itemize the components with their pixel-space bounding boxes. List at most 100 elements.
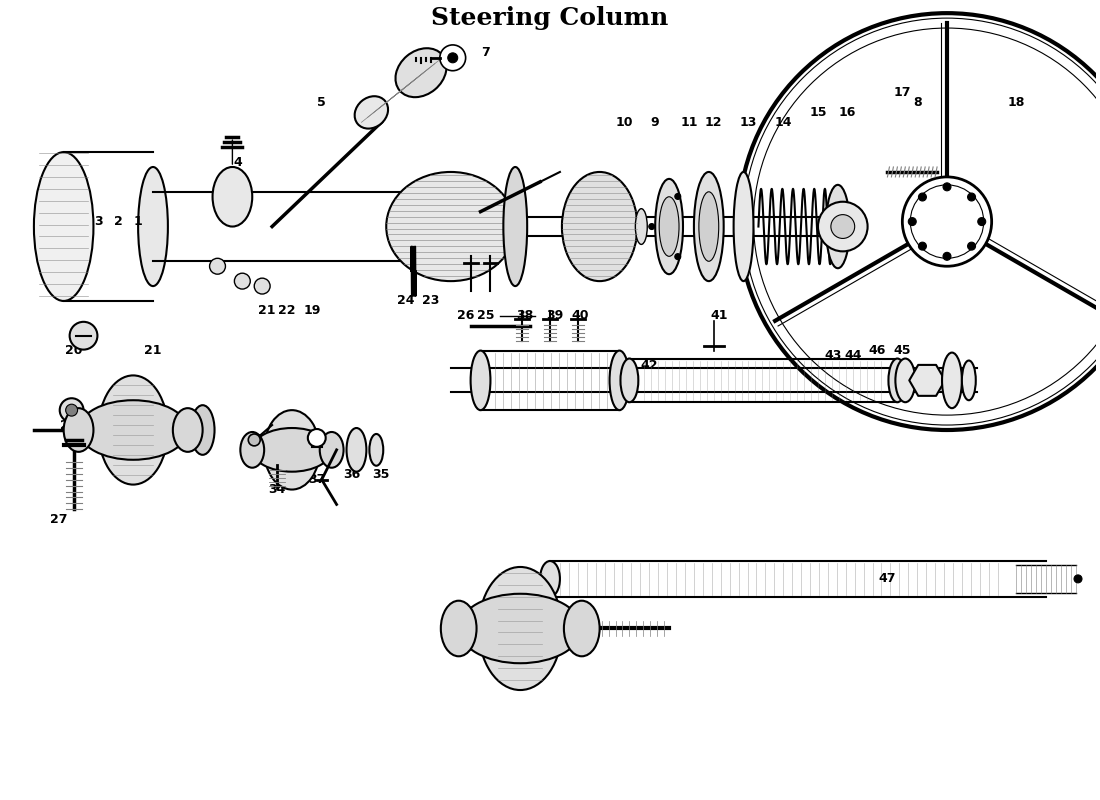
Ellipse shape [370, 434, 383, 466]
Ellipse shape [540, 561, 560, 597]
Ellipse shape [264, 410, 320, 490]
Text: 44: 44 [844, 349, 861, 362]
Text: 14: 14 [774, 116, 792, 129]
Circle shape [440, 45, 465, 70]
Ellipse shape [478, 567, 562, 690]
Ellipse shape [34, 152, 94, 301]
Text: 28: 28 [60, 418, 77, 431]
Text: 42: 42 [640, 359, 658, 372]
Text: 37: 37 [308, 473, 326, 486]
Ellipse shape [609, 350, 629, 410]
Ellipse shape [252, 428, 332, 472]
Text: 6: 6 [451, 46, 460, 59]
Ellipse shape [942, 353, 961, 408]
Text: 36: 36 [343, 468, 360, 481]
Circle shape [943, 183, 951, 191]
Text: 13: 13 [740, 116, 757, 129]
Text: 30: 30 [492, 642, 509, 655]
Text: 20: 20 [65, 344, 82, 357]
Circle shape [66, 404, 78, 416]
Ellipse shape [895, 358, 915, 402]
Circle shape [59, 398, 84, 422]
Text: 26: 26 [456, 310, 474, 322]
Circle shape [649, 223, 654, 230]
Text: 33: 33 [304, 434, 320, 446]
Ellipse shape [656, 179, 683, 274]
Circle shape [909, 218, 916, 226]
Circle shape [738, 13, 1100, 430]
Ellipse shape [659, 197, 679, 256]
Text: 39: 39 [547, 310, 563, 322]
Text: 21: 21 [144, 344, 162, 357]
Ellipse shape [139, 167, 168, 286]
Text: 10: 10 [616, 116, 634, 129]
Ellipse shape [734, 172, 754, 281]
Text: 32: 32 [278, 434, 296, 446]
Circle shape [674, 194, 681, 199]
Text: 5: 5 [318, 96, 326, 109]
Circle shape [1074, 575, 1082, 583]
Circle shape [911, 185, 983, 258]
Text: 23: 23 [422, 294, 440, 307]
Circle shape [918, 193, 926, 201]
Ellipse shape [620, 358, 638, 402]
Ellipse shape [173, 408, 202, 452]
Text: 38: 38 [517, 310, 534, 322]
Ellipse shape [78, 400, 188, 460]
Ellipse shape [961, 361, 976, 400]
Text: 45: 45 [893, 344, 911, 357]
Ellipse shape [694, 172, 724, 281]
Text: 29: 29 [90, 418, 107, 431]
Ellipse shape [254, 278, 271, 294]
Ellipse shape [234, 273, 251, 289]
Ellipse shape [698, 192, 718, 262]
Text: 21: 21 [258, 305, 276, 318]
Text: 7: 7 [481, 46, 490, 59]
Ellipse shape [441, 601, 476, 656]
Text: 4: 4 [233, 155, 242, 169]
Ellipse shape [354, 96, 388, 129]
Text: 9: 9 [650, 116, 659, 129]
Circle shape [968, 242, 976, 250]
Text: Steering Column: Steering Column [431, 6, 669, 30]
Ellipse shape [471, 350, 491, 410]
Text: 25: 25 [476, 310, 494, 322]
Text: 8: 8 [913, 96, 922, 109]
Text: 31: 31 [249, 434, 266, 446]
Ellipse shape [889, 358, 906, 402]
Circle shape [902, 177, 992, 266]
Circle shape [830, 214, 855, 238]
Text: 40: 40 [571, 310, 588, 322]
Ellipse shape [346, 428, 366, 472]
Text: 18: 18 [1008, 96, 1025, 109]
Text: 16: 16 [839, 106, 857, 119]
Text: 11: 11 [680, 116, 697, 129]
Text: 22: 22 [278, 305, 296, 318]
Ellipse shape [562, 172, 637, 281]
Ellipse shape [212, 167, 252, 226]
Circle shape [968, 193, 976, 201]
Ellipse shape [459, 594, 582, 663]
Circle shape [978, 218, 986, 226]
Text: 35: 35 [373, 468, 390, 481]
Circle shape [918, 242, 926, 250]
Ellipse shape [826, 185, 849, 268]
Circle shape [943, 252, 951, 260]
Ellipse shape [504, 167, 527, 286]
Text: 17: 17 [893, 86, 911, 99]
Ellipse shape [386, 172, 515, 281]
Text: 46: 46 [869, 344, 887, 357]
Circle shape [69, 322, 98, 350]
Circle shape [744, 18, 1100, 425]
Text: 2: 2 [114, 215, 122, 228]
Ellipse shape [190, 405, 214, 455]
Text: 15: 15 [810, 106, 827, 119]
Text: 34: 34 [268, 483, 286, 496]
Ellipse shape [210, 258, 225, 274]
Text: 27: 27 [50, 513, 67, 526]
Circle shape [249, 434, 261, 446]
Text: 41: 41 [710, 310, 727, 322]
Text: 30: 30 [114, 409, 132, 422]
Ellipse shape [564, 601, 600, 656]
Circle shape [754, 28, 1100, 415]
